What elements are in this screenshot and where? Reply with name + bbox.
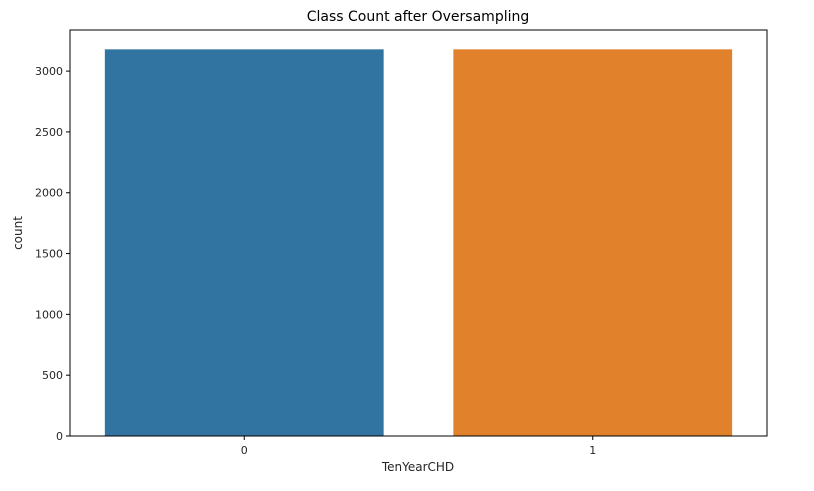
y-tick-label-0: 0 (56, 430, 63, 443)
chart-title: Class Count after Oversampling (307, 9, 530, 25)
x-axis-label: TenYearCHD (381, 460, 454, 474)
y-tick-label-500: 500 (42, 369, 63, 382)
bar-0 (104, 49, 384, 437)
y-tick-label-1500: 1500 (35, 248, 63, 261)
bars-layer (104, 49, 733, 437)
y-tick-label-2000: 2000 (35, 187, 63, 200)
y-tick-label-3000: 3000 (35, 65, 63, 78)
plot-frame (69, 29, 768, 437)
y-tick-label-2500: 2500 (35, 126, 63, 139)
x-tick-label-1: 1 (589, 444, 596, 457)
x-tick-label-0: 0 (241, 444, 248, 457)
y-axis-label: count (11, 216, 25, 250)
y-tick-label-1000: 1000 (35, 308, 63, 321)
y-axis-ticks: 0 500 1000 1500 2000 2500 3000 (35, 65, 70, 443)
bar-1 (453, 49, 733, 437)
